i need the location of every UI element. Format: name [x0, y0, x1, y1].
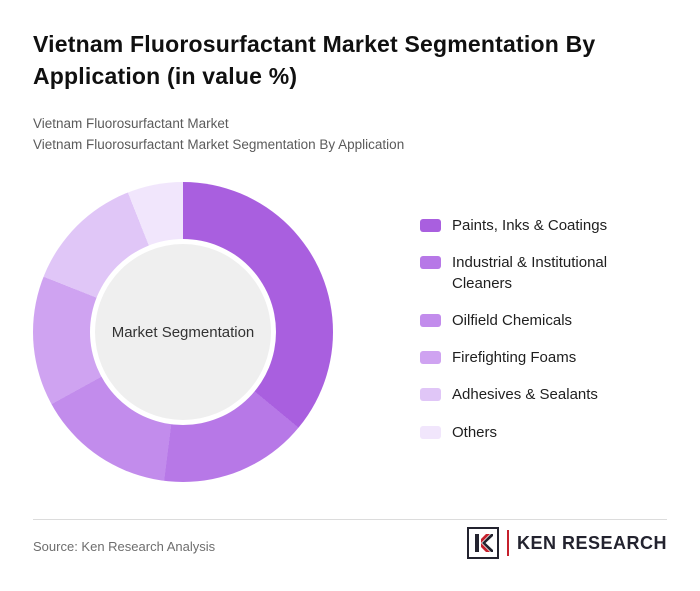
legend-label: Paints, Inks & Coatings: [452, 217, 608, 234]
legend-item: Oilfield Chemicals: [420, 311, 650, 331]
legend-label: Oilfield Chemicals: [452, 311, 573, 329]
logo-divider: [506, 530, 509, 556]
legend-swatch-icon: [420, 425, 441, 439]
footer-divider: [33, 519, 667, 520]
page-title: Vietnam Fluorosurfactant Market Segmenta…: [33, 31, 596, 90]
legend-label: Firefighting Foams: [452, 349, 577, 366]
legend-item: Others: [420, 423, 650, 443]
legend-item: Adhesives & Sealants: [420, 385, 650, 405]
chart-subtitle-segmentation: Vietnam Fluorosurfactant Market Segmenta…: [33, 137, 405, 152]
ken-research-logo: KEN RESEARCH: [466, 527, 667, 559]
legend-label: Others: [452, 423, 498, 441]
legend-item: Industrial & Institutional Cleaners: [420, 253, 650, 294]
legend-swatch-icon: [420, 351, 441, 364]
chart-subtitle-market: Vietnam Fluorosurfactant Market: [33, 116, 229, 131]
donut-chart: Market Segmentation: [33, 182, 333, 482]
legend-item: Paints, Inks & Coatings: [420, 216, 650, 236]
legend-swatch-icon: [420, 313, 441, 327]
legend-swatch-icon: [420, 256, 441, 270]
chart-legend: Paints, Inks & Coatings Industrial & Ins…: [420, 216, 650, 443]
legend-label: Industrial & Institutional Cleaners: [452, 254, 608, 292]
brand-name: KEN RESEARCH: [516, 532, 667, 553]
legend-swatch-icon: [420, 219, 441, 232]
source-note: Source: Ken Research Analysis: [33, 539, 216, 554]
legend-swatch-icon: [420, 388, 441, 402]
donut-center-label: Market Segmentation: [95, 244, 271, 420]
legend-item: Firefighting Foams: [420, 348, 650, 368]
ken-research-k-icon: [466, 527, 499, 559]
legend-label: Adhesives & Sealants: [452, 386, 598, 404]
